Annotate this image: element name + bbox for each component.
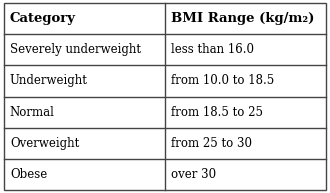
- Text: Severely underweight: Severely underweight: [10, 43, 141, 56]
- Text: from 18.5 to 25: from 18.5 to 25: [171, 106, 263, 119]
- Text: Overweight: Overweight: [10, 137, 79, 150]
- Text: BMI Range (kg/m₂): BMI Range (kg/m₂): [171, 12, 314, 25]
- Text: Underweight: Underweight: [10, 74, 88, 87]
- Text: over 30: over 30: [171, 168, 216, 181]
- Text: Normal: Normal: [10, 106, 55, 119]
- Text: Obese: Obese: [10, 168, 47, 181]
- Text: Category: Category: [10, 12, 76, 25]
- Text: from 10.0 to 18.5: from 10.0 to 18.5: [171, 74, 274, 87]
- Text: from 25 to 30: from 25 to 30: [171, 137, 252, 150]
- Text: less than 16.0: less than 16.0: [171, 43, 254, 56]
